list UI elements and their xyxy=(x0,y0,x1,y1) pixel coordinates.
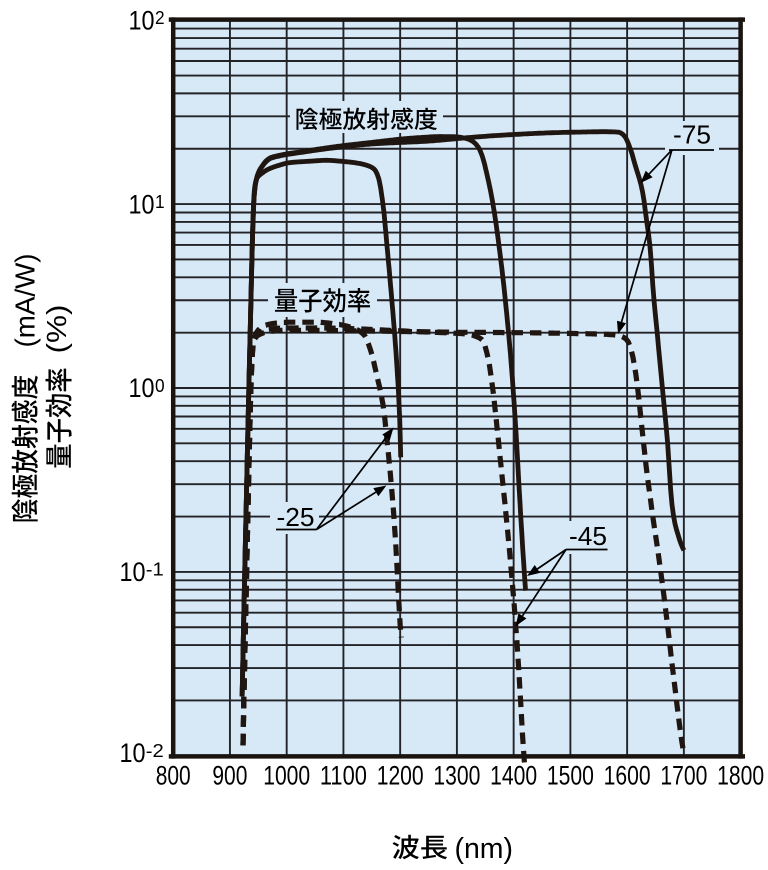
svg-text:1: 1 xyxy=(155,191,165,212)
svg-text:900: 900 xyxy=(212,761,247,791)
svg-text:(%): (%) xyxy=(41,305,72,354)
svg-text:1500: 1500 xyxy=(547,761,594,791)
svg-text:(mA/W): (mA/W) xyxy=(10,254,41,348)
svg-text:(nm): (nm) xyxy=(455,833,514,865)
svg-text:10: 10 xyxy=(129,5,155,35)
svg-text:-1: -1 xyxy=(146,559,164,580)
svg-text:-45: -45 xyxy=(569,523,607,551)
svg-text:1700: 1700 xyxy=(660,761,707,791)
svg-text:800: 800 xyxy=(156,761,191,791)
svg-text:1600: 1600 xyxy=(604,761,651,791)
svg-text:10: 10 xyxy=(129,373,155,403)
svg-text:2: 2 xyxy=(155,7,165,28)
svg-text:10: 10 xyxy=(120,738,146,768)
svg-text:1200: 1200 xyxy=(377,761,424,791)
svg-text:-25: -25 xyxy=(277,504,315,532)
svg-text:1800: 1800 xyxy=(717,761,764,791)
svg-text:1000: 1000 xyxy=(263,761,310,791)
svg-text:-75: -75 xyxy=(673,122,711,150)
svg-text:1300: 1300 xyxy=(433,761,480,791)
svg-text:1400: 1400 xyxy=(490,761,537,791)
svg-text:0: 0 xyxy=(155,375,165,396)
svg-text:1100: 1100 xyxy=(320,761,367,791)
svg-text:10: 10 xyxy=(129,189,155,219)
svg-text:-2: -2 xyxy=(146,740,164,761)
svg-text:10: 10 xyxy=(120,557,146,587)
